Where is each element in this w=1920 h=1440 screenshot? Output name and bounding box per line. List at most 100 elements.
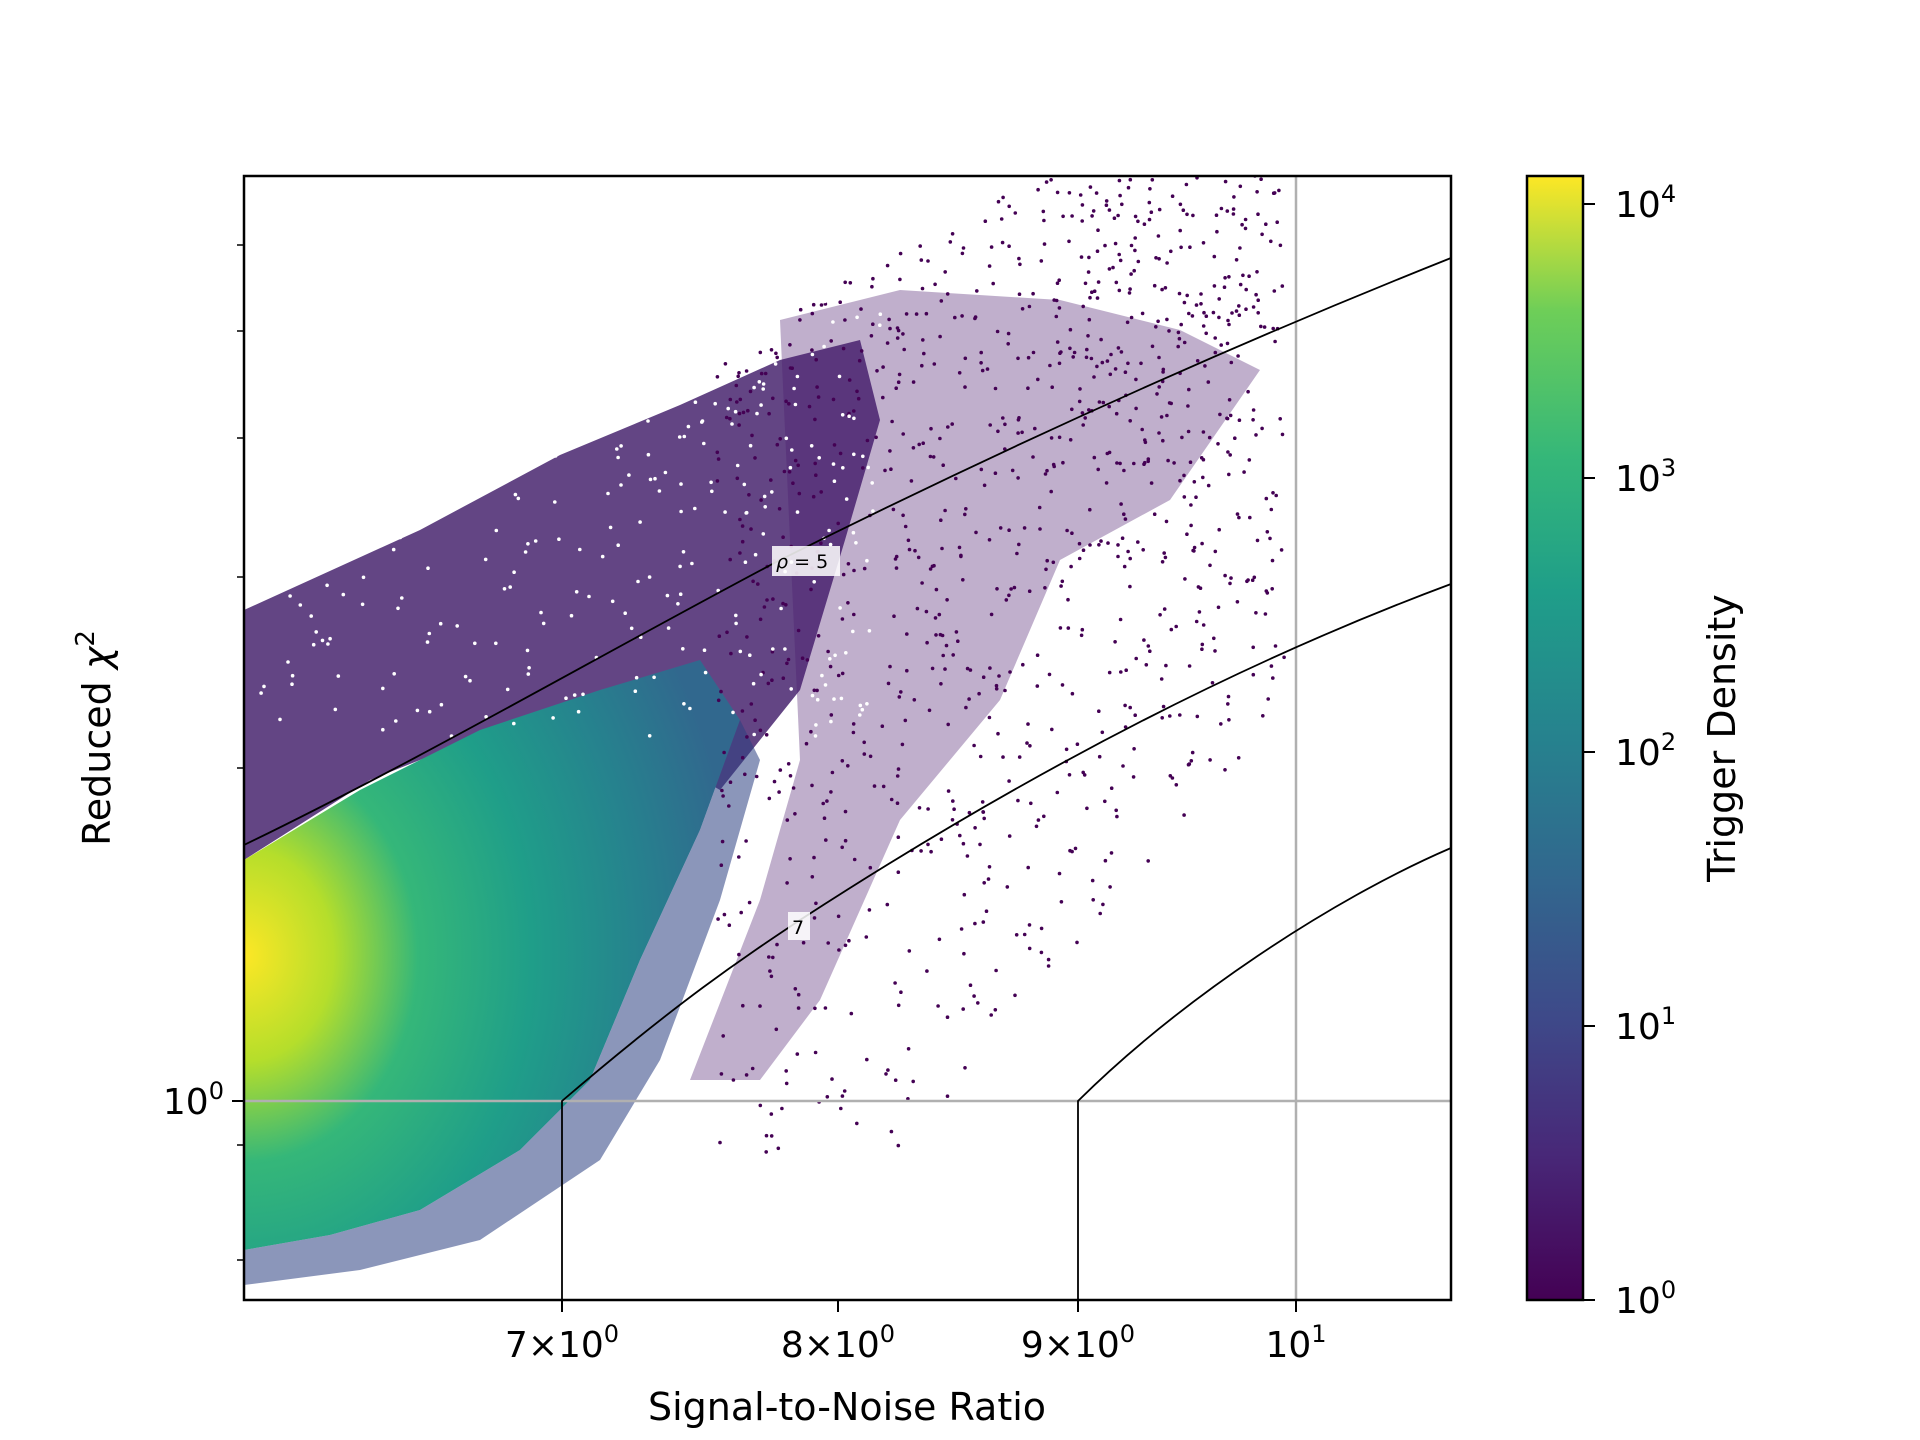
trigger-point (896, 380, 901, 385)
trigger-point (814, 901, 818, 906)
trigger-point (1162, 607, 1167, 611)
trigger-point (1260, 232, 1264, 237)
trigger-point (1069, 564, 1073, 569)
trigger-point (1228, 413, 1233, 418)
trigger-point (1070, 214, 1074, 218)
trigger-point (1106, 541, 1110, 545)
trigger-point (827, 528, 831, 533)
trigger-point (917, 442, 921, 447)
trigger-point (1191, 213, 1195, 218)
trigger-point (960, 251, 965, 256)
trigger-point (707, 377, 712, 382)
trigger-point (921, 338, 925, 342)
x-tick-label-9: 9×100 (1021, 1320, 1135, 1366)
trigger-point (1039, 926, 1044, 931)
trigger-point (858, 703, 863, 708)
y-axis-label: Reduced χ2 (71, 630, 119, 846)
trigger-point (1079, 255, 1084, 259)
trigger-point (1280, 284, 1285, 288)
trigger-point (1066, 597, 1070, 602)
trigger-point (1059, 900, 1064, 904)
trigger-point (826, 941, 830, 945)
trigger-point (810, 348, 814, 352)
trigger-point (1001, 416, 1005, 420)
trigger-point (979, 350, 983, 355)
trigger-point (1047, 672, 1052, 677)
trigger-point (427, 631, 432, 636)
trigger-point (1238, 282, 1243, 287)
trigger-point (1057, 435, 1062, 440)
trigger-point (851, 530, 856, 535)
trigger-point (847, 378, 852, 382)
trigger-point (1104, 199, 1109, 203)
trigger-point (1160, 560, 1165, 564)
trigger-point (778, 768, 783, 772)
trigger-point (1120, 202, 1124, 207)
trigger-point (963, 512, 967, 517)
trigger-point (941, 463, 945, 468)
trigger-point (657, 489, 662, 493)
trigger-point (817, 456, 821, 460)
trigger-point (892, 614, 896, 618)
trigger-point (814, 473, 818, 478)
trigger-point (766, 681, 771, 686)
trigger-point (1088, 507, 1092, 512)
trigger-point (1041, 209, 1046, 214)
trigger-point (905, 632, 909, 636)
contour-rho-9 (1077, 847, 1451, 1300)
trigger-point (755, 411, 759, 416)
trigger-point (1148, 649, 1152, 653)
trigger-point (749, 702, 754, 706)
trigger-point (1115, 814, 1119, 819)
trigger-point (978, 754, 983, 759)
trigger-point (946, 425, 950, 429)
trigger-point (1185, 212, 1189, 217)
trigger-point (1068, 438, 1073, 442)
trigger-point (1100, 730, 1105, 735)
trigger-point (851, 722, 856, 726)
trigger-point (775, 355, 779, 360)
trigger-point (775, 942, 779, 947)
trigger-point (822, 344, 826, 349)
trigger-point (1082, 773, 1087, 777)
trigger-point (889, 1129, 894, 1134)
trigger-point (1261, 714, 1265, 718)
trigger-point (842, 1089, 847, 1093)
trigger-point (823, 1006, 828, 1010)
trigger-point (793, 812, 797, 816)
colorbar-label: Trigger Density (1700, 594, 1744, 883)
trigger-point (915, 606, 920, 611)
trigger-point (781, 601, 785, 606)
trigger-point (862, 740, 866, 745)
trigger-point (869, 334, 874, 338)
trigger-point (932, 362, 937, 366)
trigger-point (1251, 645, 1255, 650)
trigger-point (1237, 418, 1242, 423)
trigger-point (905, 668, 909, 673)
colorbar-tick-label-10: 101 (1615, 1002, 1676, 1048)
trigger-point (1104, 203, 1109, 207)
trigger-point (715, 375, 720, 379)
trigger-point (1101, 902, 1105, 907)
trigger-point (1007, 204, 1011, 209)
trigger-point (1157, 257, 1161, 261)
trigger-point (260, 596, 264, 600)
trigger-point (1154, 325, 1158, 329)
trigger-point (866, 465, 870, 470)
trigger-point (1208, 758, 1212, 762)
trigger-point (1142, 638, 1146, 642)
trigger-point (1088, 543, 1092, 547)
trigger-point (1182, 473, 1186, 478)
trigger-point (1061, 214, 1065, 219)
trigger-point (914, 312, 919, 316)
trigger-point (953, 315, 957, 320)
trigger-point (729, 651, 733, 656)
trigger-point (837, 374, 842, 379)
trigger-point (1107, 208, 1112, 212)
trigger-point (795, 374, 800, 379)
trigger-point (526, 672, 531, 676)
trigger-point (740, 539, 745, 544)
trigger-point (541, 621, 546, 626)
trigger-point (1271, 676, 1275, 680)
trigger-point (1058, 351, 1062, 356)
